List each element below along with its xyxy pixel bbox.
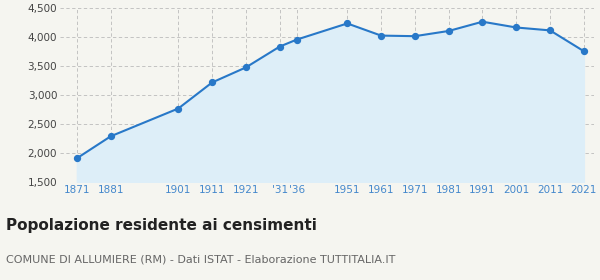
Point bbox=[545, 28, 555, 33]
Point bbox=[207, 80, 217, 85]
Point bbox=[72, 156, 82, 160]
Point bbox=[410, 34, 419, 38]
Point bbox=[241, 65, 251, 70]
Point bbox=[478, 20, 487, 24]
Point bbox=[292, 38, 301, 42]
Point bbox=[376, 33, 386, 38]
Point bbox=[106, 134, 115, 139]
Point bbox=[579, 49, 589, 53]
Text: COMUNE DI ALLUMIERE (RM) - Dati ISTAT - Elaborazione TUTTITALIA.IT: COMUNE DI ALLUMIERE (RM) - Dati ISTAT - … bbox=[6, 255, 395, 265]
Point bbox=[173, 106, 183, 111]
Point bbox=[511, 25, 521, 30]
Point bbox=[343, 21, 352, 26]
Text: Popolazione residente ai censimenti: Popolazione residente ai censimenti bbox=[6, 218, 317, 234]
Point bbox=[275, 44, 284, 49]
Point bbox=[444, 29, 454, 33]
